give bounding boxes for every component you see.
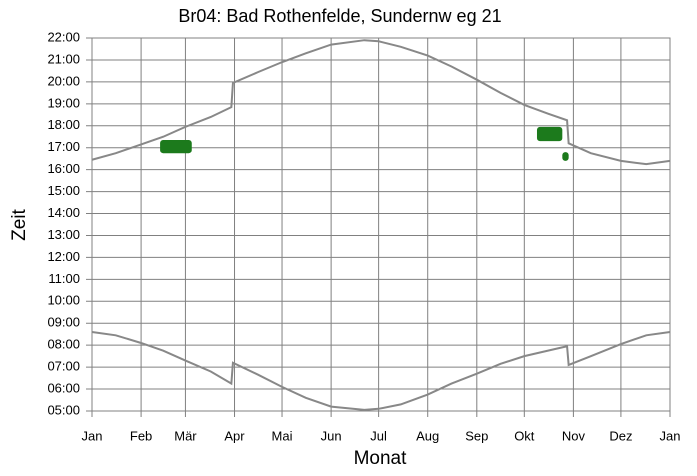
x-tick-label: Feb bbox=[130, 428, 152, 443]
shadow-period bbox=[536, 126, 563, 142]
x-axis-label: Monat bbox=[354, 448, 408, 469]
x-tick-label: Jun bbox=[321, 428, 342, 443]
y-tick-label: 19:00 bbox=[47, 95, 80, 110]
shadow-period bbox=[160, 140, 192, 154]
y-tick-label: 07:00 bbox=[47, 359, 80, 374]
x-tick-label: Nov bbox=[562, 428, 586, 443]
x-tick-label: Mai bbox=[272, 428, 293, 443]
y-tick-label: 10:00 bbox=[47, 293, 80, 308]
x-tick-label: Aug bbox=[416, 428, 439, 443]
x-tick-label: Mär bbox=[174, 428, 197, 443]
x-tick-label: Jan bbox=[660, 428, 681, 443]
y-tick-label: 09:00 bbox=[47, 315, 80, 330]
chart-title: Br04: Bad Rothenfelde, Sundernw eg 21 bbox=[178, 6, 501, 26]
y-tick-label: 20:00 bbox=[47, 73, 80, 88]
x-tick-label: Dez bbox=[609, 428, 632, 443]
y-axis-label: Zeit bbox=[9, 208, 30, 240]
y-tick-label: 05:00 bbox=[47, 402, 80, 417]
y-tick-label: 16:00 bbox=[47, 161, 80, 176]
y-tick-label: 22:00 bbox=[47, 29, 80, 44]
y-tick-label: 18:00 bbox=[47, 117, 80, 132]
shadow-period bbox=[562, 152, 569, 161]
x-tick-label: Okt bbox=[514, 428, 535, 443]
y-tick-label: 15:00 bbox=[47, 183, 80, 198]
y-tick-label: 14:00 bbox=[47, 205, 80, 220]
x-tick-label: Jul bbox=[370, 428, 387, 443]
plot-frame bbox=[91, 37, 671, 412]
y-tick-label: 12:00 bbox=[47, 249, 80, 264]
x-tick-label: Apr bbox=[224, 428, 245, 443]
y-tick-label: 06:00 bbox=[47, 380, 80, 395]
line bbox=[91, 39, 671, 166]
y-tick-label: 21:00 bbox=[47, 51, 80, 66]
y-tick-label: 08:00 bbox=[47, 337, 80, 352]
y-tick-label: 17:00 bbox=[47, 139, 80, 154]
y-tick-label: 11:00 bbox=[48, 271, 80, 286]
line bbox=[91, 331, 671, 411]
x-tick-label: Jan bbox=[82, 428, 103, 443]
y-tick-label: 13:00 bbox=[47, 227, 80, 242]
x-tick-label: Sep bbox=[465, 428, 488, 443]
